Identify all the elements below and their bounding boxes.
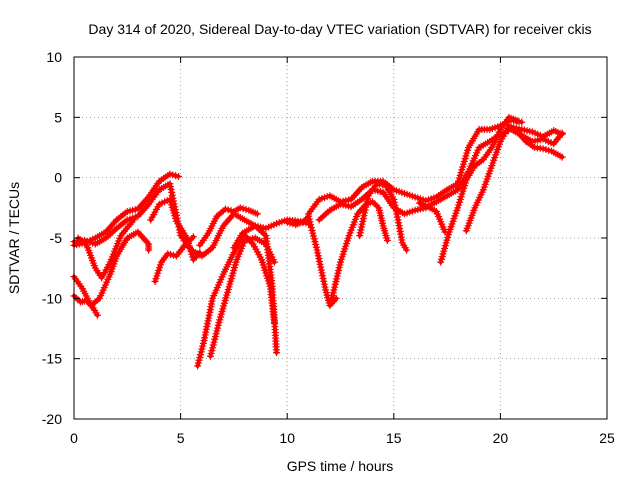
series-arc-11	[196, 204, 261, 249]
plus-marker	[174, 172, 182, 180]
series-arc-4	[70, 292, 101, 319]
series-arc-18	[437, 113, 521, 266]
series-line	[72, 172, 181, 248]
x-tick-label: 5	[177, 430, 185, 446]
x-tick-label: 0	[70, 430, 78, 446]
series-arc-19	[462, 122, 566, 235]
plus-marker	[196, 248, 204, 256]
x-tick-label: 15	[386, 430, 402, 446]
plus-marker	[403, 246, 411, 254]
y-tick-label: -20	[42, 411, 62, 427]
chart-title: Day 314 of 2020, Sidereal Day-to-day VTE…	[88, 21, 591, 37]
plus-marker	[253, 210, 261, 218]
plus-marker	[189, 233, 197, 241]
plus-marker	[518, 118, 526, 126]
plot-frame	[73, 56, 608, 420]
grid	[74, 57, 607, 419]
series-arc-13	[305, 116, 526, 218]
plus-marker	[383, 236, 391, 244]
plus-marker	[270, 318, 278, 326]
series-line	[72, 181, 311, 259]
series-arc-15	[328, 198, 391, 302]
plus-marker	[273, 349, 281, 357]
series-arc-2	[70, 170, 182, 249]
axis-ticks: 0 5 10 15 20 25 -20 -15 -10 -5 0 5 10	[42, 49, 615, 446]
series-arc-20	[507, 123, 566, 141]
y-tick-label: -15	[42, 351, 62, 367]
y-tick-label: -10	[42, 290, 62, 306]
series-line	[208, 236, 277, 359]
series-arc-5	[74, 216, 138, 282]
series-arc-16	[356, 180, 411, 254]
series-arc-9	[206, 234, 278, 360]
x-tick-label: 20	[493, 430, 509, 446]
data-series	[70, 113, 566, 370]
y-tick-label: 0	[54, 170, 62, 186]
series-arc-17	[415, 199, 449, 236]
plus-marker	[558, 153, 566, 161]
x-axis-label: GPS time / hours	[287, 458, 394, 474]
series-arc-7	[147, 195, 204, 264]
plus-marker	[558, 130, 566, 138]
plus-marker	[145, 246, 153, 254]
x-tick-label: 25	[599, 430, 615, 446]
series-arc-10	[230, 229, 278, 326]
plus-marker	[513, 117, 521, 125]
y-tick-label: 5	[54, 109, 62, 125]
y-axis-label: SDTVAR / TECUs	[6, 182, 22, 294]
series-line	[438, 115, 520, 265]
plus-marker	[93, 311, 101, 319]
x-tick-label: 10	[279, 430, 295, 446]
y-tick-label: 10	[46, 49, 62, 65]
plus-marker	[270, 258, 278, 266]
plus-marker	[130, 216, 138, 224]
y-tick-label: -5	[50, 230, 63, 246]
